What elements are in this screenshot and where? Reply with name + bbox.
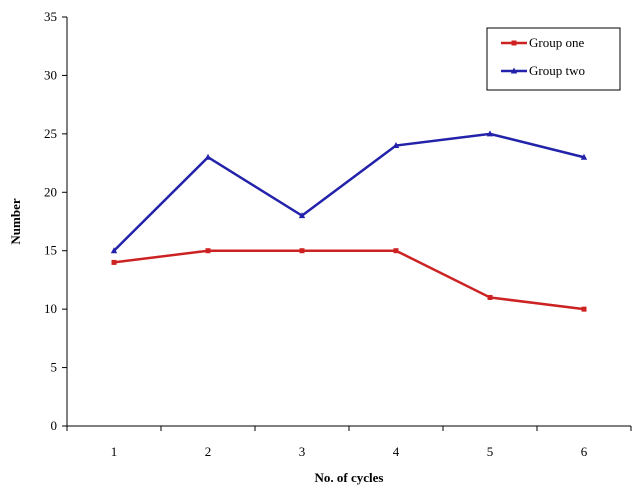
x-axis-title: No. of cycles xyxy=(315,470,384,485)
y-tick-label: 30 xyxy=(44,67,57,82)
y-tick-label: 20 xyxy=(44,184,57,199)
y-tick-label: 0 xyxy=(51,418,58,433)
x-tick-label: 4 xyxy=(393,444,400,459)
legend-marker xyxy=(511,40,517,46)
series-1 xyxy=(111,248,587,312)
x-tick-label: 2 xyxy=(205,444,212,459)
y-tick-label: 35 xyxy=(44,9,57,24)
y-tick-label: 25 xyxy=(44,126,57,141)
data-point xyxy=(581,306,587,312)
data-point xyxy=(298,212,306,219)
x-tick-label: 6 xyxy=(581,444,588,459)
x-tick-label: 3 xyxy=(299,444,306,459)
y-axis-title: Number xyxy=(8,198,23,244)
data-point xyxy=(204,153,212,160)
data-point xyxy=(487,294,493,300)
legend-item: Group two xyxy=(501,63,585,78)
series-line xyxy=(113,132,585,252)
y-tick-label: 15 xyxy=(44,243,57,258)
data-point xyxy=(205,248,211,254)
y-tick-label: 10 xyxy=(44,301,57,316)
legend-label: Group two xyxy=(529,63,585,78)
data-point xyxy=(111,259,117,265)
data-point xyxy=(486,130,494,137)
legend-box xyxy=(486,27,621,91)
data-point xyxy=(110,247,118,254)
legend-item: Group one xyxy=(501,35,584,50)
data-point xyxy=(299,248,305,254)
data-point xyxy=(580,153,588,160)
legend-label: Group one xyxy=(529,35,584,50)
series-2 xyxy=(110,130,588,254)
legend-marker xyxy=(510,67,518,74)
x-tick-label: 5 xyxy=(487,444,494,459)
y-tick-label: 5 xyxy=(51,360,58,375)
y-axis-ticks: 0 5 10 15 20 25 30 35 xyxy=(44,9,67,433)
data-point xyxy=(393,248,399,254)
x-axis-ticks: 1 2 3 4 5 6 xyxy=(66,426,632,459)
series-layer xyxy=(110,130,588,312)
data-point xyxy=(392,142,400,149)
series-line xyxy=(113,249,585,311)
x-tick-label: 1 xyxy=(111,444,118,459)
legend: Group one Group two xyxy=(486,27,621,91)
